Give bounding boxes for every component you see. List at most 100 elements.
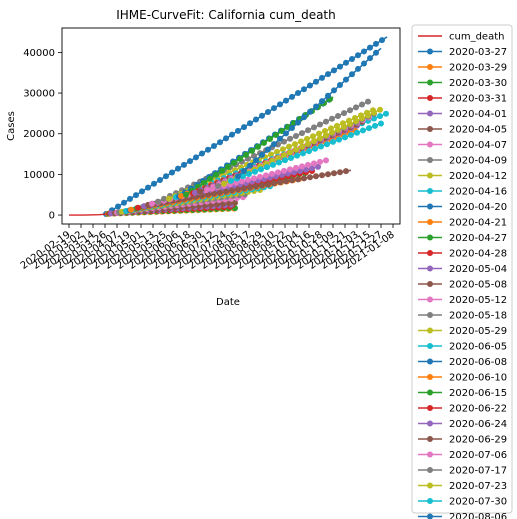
series-point: [325, 171, 331, 178]
legend-item: 2020-04-01: [418, 109, 507, 120]
legend-item: 2020-04-16: [418, 187, 507, 198]
series-point: [270, 161, 276, 168]
legend-swatch-marker: [427, 358, 433, 365]
series-point: [187, 158, 193, 165]
series-point: [337, 82, 343, 89]
series-point: [217, 189, 223, 196]
series-point: [371, 115, 377, 122]
legend-item: 2020-06-24: [418, 419, 507, 430]
legend-swatch-marker: [427, 172, 433, 179]
series-point: [267, 135, 273, 142]
legend-label: cum_death: [449, 32, 504, 43]
series-point: [161, 195, 167, 202]
series-point: [259, 151, 265, 158]
series-point: [192, 189, 198, 196]
series-point: [301, 114, 307, 121]
series-point: [310, 133, 316, 140]
series-point: [301, 86, 307, 93]
series-point: [259, 182, 265, 189]
series-point: [383, 110, 389, 117]
legend-label: 2020-03-30: [449, 78, 507, 89]
series-point: [283, 178, 289, 185]
series-point: [349, 56, 355, 63]
series-point: [283, 130, 289, 137]
series-point: [323, 118, 329, 125]
legend-item: 2020-04-27: [418, 233, 507, 244]
legend-item: 2020-04-20: [418, 202, 507, 213]
legend-item: 2020-04-05: [418, 125, 507, 136]
legend-label: 2020-06-15: [449, 388, 507, 399]
series-point: [241, 185, 247, 192]
series-point: [347, 107, 353, 114]
legend-item: 2020-04-28: [418, 249, 507, 260]
legend-item: 2020-04-21: [418, 218, 507, 229]
series-point: [342, 134, 348, 141]
series-point: [281, 152, 287, 159]
legend-item: 2020-08-06: [418, 512, 507, 519]
legend-label: 2020-04-27: [449, 233, 507, 244]
series-point: [313, 78, 319, 85]
legend-item: 2020-03-29: [418, 63, 507, 74]
series-point: [337, 63, 343, 70]
series-point: [247, 120, 253, 127]
series-point: [265, 146, 271, 153]
series-point: [373, 40, 379, 47]
series-point: [359, 101, 365, 108]
series-line-cum_death: [68, 213, 108, 216]
series-point: [257, 173, 263, 180]
series-point: [360, 127, 366, 134]
series-point: [371, 109, 377, 116]
series-point: [305, 161, 311, 168]
chart-title: IHME-CurveFit: California cum_death: [116, 8, 336, 22]
legend-item: 2020-04-07: [418, 140, 507, 151]
series-point: [307, 82, 313, 89]
series-point: [309, 165, 315, 172]
series-point: [316, 130, 322, 137]
legend-swatch-marker: [427, 467, 433, 473]
series-point: [307, 108, 313, 115]
series-point: [127, 195, 133, 202]
legend-item: 2020-06-10: [418, 373, 507, 384]
series-point: [253, 157, 259, 164]
series-point: [217, 139, 223, 146]
series-point: [331, 170, 337, 177]
series-point: [303, 166, 309, 173]
series-point: [229, 131, 235, 138]
series-point: [378, 120, 384, 127]
legend-swatch-marker: [427, 436, 433, 442]
series-point: [219, 167, 225, 174]
legend-label: 2020-04-20: [449, 202, 507, 213]
series-point: [306, 148, 312, 155]
series-point: [253, 183, 259, 190]
legend-label: 2020-04-16: [449, 187, 507, 198]
series-point: [293, 146, 299, 153]
legend-item: cum_death: [418, 32, 504, 43]
legend-item: 2020-05-04: [418, 264, 507, 275]
legend-swatch-marker: [427, 327, 433, 334]
series-point: [311, 160, 317, 167]
series-point: [319, 98, 325, 105]
plot-frame: [61, 27, 401, 225]
series-point: [313, 103, 319, 110]
series-point: [325, 92, 331, 99]
series-point: [149, 200, 155, 207]
series-point: [155, 198, 161, 205]
series-point: [293, 164, 299, 171]
series-point: [280, 146, 286, 153]
series-point: [317, 135, 323, 142]
series-point: [251, 175, 257, 182]
series-point: [231, 159, 237, 166]
series-point: [347, 121, 353, 128]
series-point: [289, 93, 295, 100]
series-point: [330, 138, 336, 145]
series-point: [247, 162, 253, 169]
series-point: [145, 184, 151, 191]
legend-swatch-marker: [427, 281, 433, 287]
series-point: [307, 174, 313, 181]
series-point: [343, 59, 349, 66]
series-point: [377, 113, 383, 120]
series-point: [277, 179, 283, 186]
series-point: [239, 178, 245, 185]
series-point: [298, 138, 304, 145]
